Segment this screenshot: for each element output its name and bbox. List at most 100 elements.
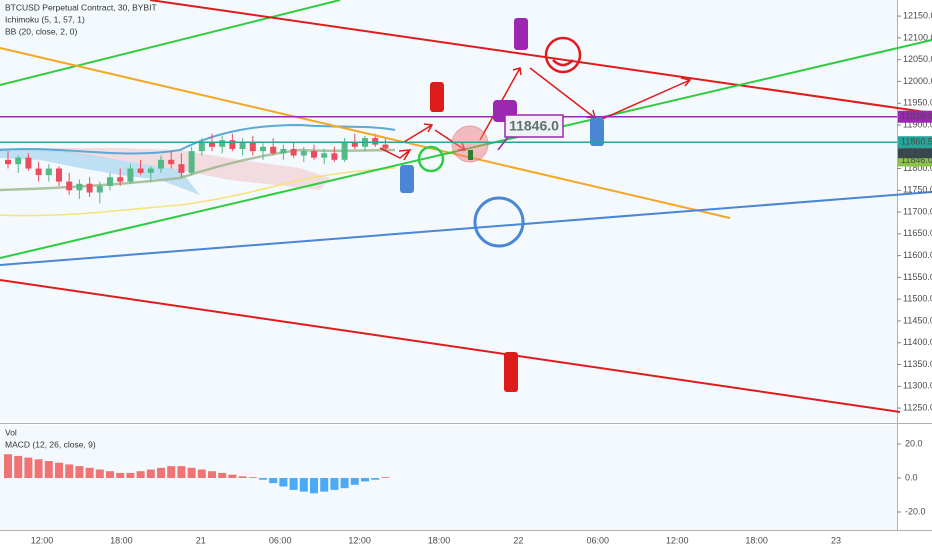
macd-bar: [177, 466, 186, 479]
x-tick-label: 18:00: [110, 535, 133, 545]
bb-upper: [0, 123, 396, 155]
macd-bar: [4, 454, 12, 479]
main-pane: [0, 0, 897, 422]
macd-bar: [208, 471, 216, 479]
y-tick-label: 12050.0: [903, 54, 932, 64]
macd-bar: [95, 469, 104, 479]
macd-bar: [371, 478, 380, 480]
macd-bar: [187, 467, 196, 479]
y-tick-label: 11950.0: [903, 98, 932, 108]
y-tick-label: 11250.0: [903, 402, 932, 412]
x-tick-label: 22: [513, 535, 523, 545]
hand-icon: [514, 18, 528, 50]
x-tick-label: 12:00: [666, 535, 689, 545]
price-tag-label: 11860.5: [901, 137, 932, 147]
x-tick-label: 06:00: [269, 535, 292, 545]
y-tick-label: 11650.0: [903, 228, 932, 238]
indicator-label: Ichimoku (5, 1, 57, 1): [5, 14, 85, 24]
macd-bar: [116, 472, 125, 479]
y-tick-label: 11550.0: [903, 272, 932, 282]
macd-bar: [340, 478, 349, 489]
candle-body: [249, 142, 256, 152]
macd-bar: [289, 478, 298, 490]
ichimoku-cloud: [0, 148, 200, 195]
candle-body: [311, 151, 317, 158]
macd-bar: [279, 478, 288, 487]
macd-bar: [44, 461, 53, 479]
macd-bar: [259, 478, 267, 480]
countdown-tag: [898, 148, 932, 159]
indicator-label: Vol: [5, 427, 17, 437]
price-tag: [898, 110, 932, 123]
candle-body: [321, 153, 328, 158]
macd-bar: [238, 476, 247, 479]
ichimoku-cloud: [0, 148, 330, 190]
macd-bar: [146, 469, 155, 479]
y-tick-label: 11750.0: [903, 185, 932, 195]
candle-body: [56, 168, 62, 182]
candle-body: [331, 153, 338, 160]
price-tag-label: 11846.0: [901, 155, 932, 165]
trend-line: [149, 0, 932, 114]
indicator-label: MACD (12, 26, close, 9): [5, 439, 96, 449]
macd-bar: [55, 462, 63, 479]
candle-body: [15, 157, 22, 165]
candle-body: [76, 183, 83, 191]
trend-line: [0, 47, 731, 219]
macd-bar: [248, 477, 257, 479]
candles: [5, 133, 389, 204]
emoji-smile: [552, 59, 574, 67]
y-tick-label: 11800.0: [903, 163, 932, 173]
candle-body: [66, 181, 73, 191]
candle-body: [25, 157, 32, 169]
up-arrow: [468, 150, 473, 160]
y-tick-label: 11700.0: [903, 206, 932, 216]
y-tick-label: 11500.0: [903, 294, 932, 304]
hand-icon: [400, 165, 414, 193]
candle-body: [239, 142, 246, 149]
y-tick-label: 11900.0: [903, 119, 932, 129]
candle-body: [290, 148, 297, 156]
countdown-label: 28:29: [903, 148, 926, 158]
candle-body: [280, 148, 287, 154]
candle-body: [300, 151, 307, 156]
macd-bar: [157, 467, 165, 479]
macd-bar: [197, 469, 206, 479]
y-tick-label: 11300.0: [903, 381, 932, 391]
hand-icon: [590, 118, 604, 146]
x-tick-label: 23: [831, 535, 841, 545]
candle-body: [270, 146, 277, 154]
indicator-pane: [0, 425, 897, 530]
macd-bar: [228, 474, 237, 479]
macd-bar: [65, 464, 74, 479]
candle-body: [198, 142, 205, 152]
macd-bar: [310, 478, 318, 494]
indicator-label: BB (20, close, 2, 0): [5, 26, 77, 36]
candle-body: [107, 177, 113, 186]
x-tick-label: 12:00: [348, 535, 371, 545]
candle-body: [178, 164, 185, 173]
candle-body: [351, 142, 358, 147]
candle-body: [45, 168, 52, 176]
emoji: [417, 145, 445, 173]
y-tick-label: 11450.0: [903, 315, 932, 325]
macd-bar: [14, 455, 23, 479]
emoji: [473, 196, 525, 248]
y-tick-label: 12150.0: [903, 10, 932, 20]
candle-body: [168, 159, 175, 165]
candle-body: [341, 142, 348, 160]
macd-bar: [85, 467, 94, 479]
candle-body: [229, 140, 236, 149]
macd-bar: [24, 457, 33, 479]
macd-bar: [106, 471, 114, 479]
x-tick-label: 18:00: [745, 535, 768, 545]
x-tick-label: 21: [196, 535, 206, 545]
y-tick-label: 11350.0: [903, 359, 932, 369]
highlight-circle: [451, 125, 489, 163]
macd-bar: [330, 478, 339, 490]
candle-body: [127, 168, 134, 182]
macd-bar: [350, 478, 359, 485]
hand-icon: [430, 82, 444, 112]
chart-title: BTCUSD Perpetual Contract, 30, BYBIT: [5, 2, 157, 12]
